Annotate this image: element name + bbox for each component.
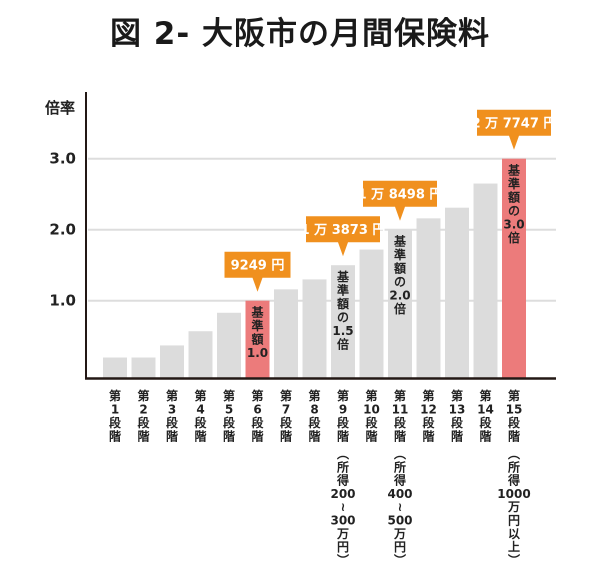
bar-3 xyxy=(160,345,184,378)
price-callout xyxy=(363,180,437,221)
price-callout-text: 1 万 3873 円 xyxy=(301,223,386,238)
bar-6 xyxy=(245,300,270,378)
bar-5 xyxy=(217,312,241,378)
x-tick-note: ︵所得 400 ≀ 500 万円︶ xyxy=(387,447,412,567)
bar-9 xyxy=(331,265,355,378)
x-tick-label: 第 6 段階 xyxy=(251,388,264,444)
y-tick-label: 1.0 xyxy=(49,292,76,310)
x-tick-label: 第 13 段階 xyxy=(449,388,466,444)
x-tick-label: 第 3 段階 xyxy=(166,388,179,444)
x-tick-label: 第 15 段階 xyxy=(506,388,523,444)
x-tick-label: 第 11 段階 xyxy=(392,388,409,444)
price-callout xyxy=(477,109,551,150)
bar-data-label: 基準額 1.0 xyxy=(247,305,268,361)
bar-14 xyxy=(473,183,498,378)
x-tick-label: 第 9 段階 xyxy=(337,388,350,444)
bar-11 xyxy=(388,229,412,378)
bar-4 xyxy=(188,331,213,378)
bar-8 xyxy=(302,279,327,378)
bar-data-label: 基準額の 2.0 倍 xyxy=(389,234,410,317)
bar-data-label: 基準額の 3.0 倍 xyxy=(503,163,524,246)
price-callout-text: 1 万 8498 円 xyxy=(358,188,443,203)
x-tick-label: 第 5 段階 xyxy=(223,388,236,444)
bar-15 xyxy=(502,158,526,378)
bar-12 xyxy=(416,218,441,378)
price-callout-text: 9249 円 xyxy=(231,259,285,274)
chart-title: 図 2- 大阪市の月間保険料 xyxy=(109,16,491,52)
bar-13 xyxy=(445,207,469,378)
x-tick-label: 第 7 段階 xyxy=(280,388,293,444)
x-tick-note: ︵所得 1000 万円以上︶ xyxy=(497,447,530,567)
bar-data-label: 基準額の 1.5 倍 xyxy=(332,269,353,352)
price-callout xyxy=(306,216,380,257)
x-tick-note: ︵所得 200 ≀ 300 万円︶ xyxy=(330,447,355,567)
x-tick-label: 第 2 段階 xyxy=(137,388,150,444)
x-tick-label: 第 1 段階 xyxy=(109,388,122,444)
y-tick-label: 2.0 xyxy=(49,221,76,239)
bar-2 xyxy=(131,357,156,378)
bar-10 xyxy=(359,249,384,378)
y-axis-label: 倍率 xyxy=(45,99,75,117)
x-tick-label: 第 8 段階 xyxy=(308,388,321,444)
bar-7 xyxy=(274,289,298,378)
price-callout xyxy=(224,251,291,292)
x-tick-label: 第 14 段階 xyxy=(477,388,494,444)
price-callout-text: 2 万 7747 円 xyxy=(472,117,557,132)
x-tick-label: 第 4 段階 xyxy=(194,388,207,444)
bar-1 xyxy=(103,357,127,378)
y-tick-label: 3.0 xyxy=(49,150,76,168)
x-tick-label: 第 10 段階 xyxy=(363,388,380,444)
x-tick-label: 第 12 段階 xyxy=(420,388,437,444)
